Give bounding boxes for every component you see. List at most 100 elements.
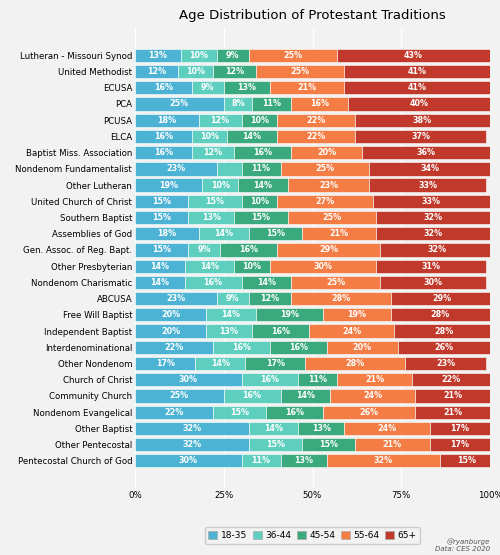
Bar <box>135 97 224 110</box>
Text: 25%: 25% <box>322 213 342 222</box>
Bar <box>135 341 213 354</box>
Bar <box>376 211 490 224</box>
Bar <box>412 373 490 386</box>
Text: 25%: 25% <box>170 99 189 108</box>
Text: 32%: 32% <box>424 213 443 222</box>
Text: 22%: 22% <box>306 132 326 141</box>
Bar <box>135 130 192 143</box>
Bar <box>184 260 234 273</box>
Bar <box>135 325 206 337</box>
Text: 21%: 21% <box>365 375 384 384</box>
Bar <box>135 276 184 289</box>
Text: 16%: 16% <box>242 391 262 401</box>
Bar <box>380 276 486 289</box>
Bar <box>135 357 196 370</box>
Bar <box>248 422 298 435</box>
Text: 33%: 33% <box>418 180 438 190</box>
Bar <box>266 406 323 419</box>
Bar <box>135 179 202 191</box>
Title: Age Distribution of Protestant Traditions: Age Distribution of Protestant Tradition… <box>179 9 446 22</box>
Bar <box>338 49 490 62</box>
Text: 23%: 23% <box>166 164 186 173</box>
Text: 14%: 14% <box>254 180 272 190</box>
Bar <box>370 179 486 191</box>
Bar <box>380 243 494 256</box>
Text: 17%: 17% <box>266 359 284 368</box>
Bar <box>326 341 398 354</box>
Bar <box>184 276 242 289</box>
Text: 28%: 28% <box>434 326 454 336</box>
Bar <box>355 130 486 143</box>
Bar <box>135 49 181 62</box>
Bar <box>298 422 344 435</box>
Text: 43%: 43% <box>404 51 423 60</box>
Bar <box>135 373 242 386</box>
Text: 24%: 24% <box>342 326 361 336</box>
Text: 31%: 31% <box>422 262 441 271</box>
Bar <box>135 454 242 467</box>
Bar <box>362 146 490 159</box>
Bar <box>344 65 490 78</box>
Bar <box>135 438 248 451</box>
Text: 20%: 20% <box>317 148 336 157</box>
Bar <box>178 65 213 78</box>
Text: 15%: 15% <box>458 456 476 465</box>
Bar <box>338 373 412 386</box>
Bar <box>280 454 326 467</box>
Bar <box>373 195 490 208</box>
Text: 15%: 15% <box>230 408 249 417</box>
Bar <box>256 308 323 321</box>
Bar <box>135 308 206 321</box>
Bar <box>390 308 490 321</box>
Bar <box>270 341 326 354</box>
Bar <box>390 292 494 305</box>
Bar <box>135 389 224 402</box>
Bar <box>135 292 216 305</box>
Text: 16%: 16% <box>260 375 280 384</box>
Bar <box>242 162 281 175</box>
Text: 10%: 10% <box>210 180 230 190</box>
Text: 15%: 15% <box>266 440 284 449</box>
Bar <box>199 114 242 127</box>
Bar <box>344 422 430 435</box>
Text: 25%: 25% <box>170 391 189 401</box>
Bar <box>242 373 298 386</box>
Text: 8%: 8% <box>231 99 245 108</box>
Text: 23%: 23% <box>166 294 186 303</box>
Bar <box>277 130 355 143</box>
Text: 32%: 32% <box>182 424 202 433</box>
Bar <box>135 146 192 159</box>
Bar <box>188 195 242 208</box>
Text: 15%: 15% <box>152 245 171 254</box>
Text: 11%: 11% <box>262 99 281 108</box>
Text: 9%: 9% <box>226 294 239 303</box>
Text: 14%: 14% <box>242 132 262 141</box>
Bar <box>344 81 490 94</box>
Text: 26%: 26% <box>434 343 454 352</box>
Bar <box>192 146 234 159</box>
Bar <box>242 276 291 289</box>
Text: 32%: 32% <box>427 245 446 254</box>
Text: 19%: 19% <box>348 310 366 319</box>
Text: 12%: 12% <box>210 115 230 125</box>
Text: 15%: 15% <box>152 197 171 206</box>
Bar <box>220 243 277 256</box>
Bar <box>291 276 380 289</box>
Text: 17%: 17% <box>450 424 469 433</box>
Text: 40%: 40% <box>410 99 428 108</box>
Text: 13%: 13% <box>202 213 221 222</box>
Bar <box>224 389 280 402</box>
Legend: 18-35, 36-44, 45-54, 55-64, 65+: 18-35, 36-44, 45-54, 55-64, 65+ <box>205 527 420 544</box>
Bar <box>298 373 338 386</box>
Text: 30%: 30% <box>179 375 198 384</box>
Text: 30%: 30% <box>424 278 442 287</box>
Bar <box>216 49 248 62</box>
Text: 23%: 23% <box>319 180 338 190</box>
Bar <box>430 438 490 451</box>
Text: 28%: 28% <box>346 359 364 368</box>
Text: 29%: 29% <box>319 245 338 254</box>
Bar <box>416 389 490 402</box>
Bar <box>252 97 291 110</box>
Bar <box>270 81 344 94</box>
Text: 15%: 15% <box>152 213 171 222</box>
